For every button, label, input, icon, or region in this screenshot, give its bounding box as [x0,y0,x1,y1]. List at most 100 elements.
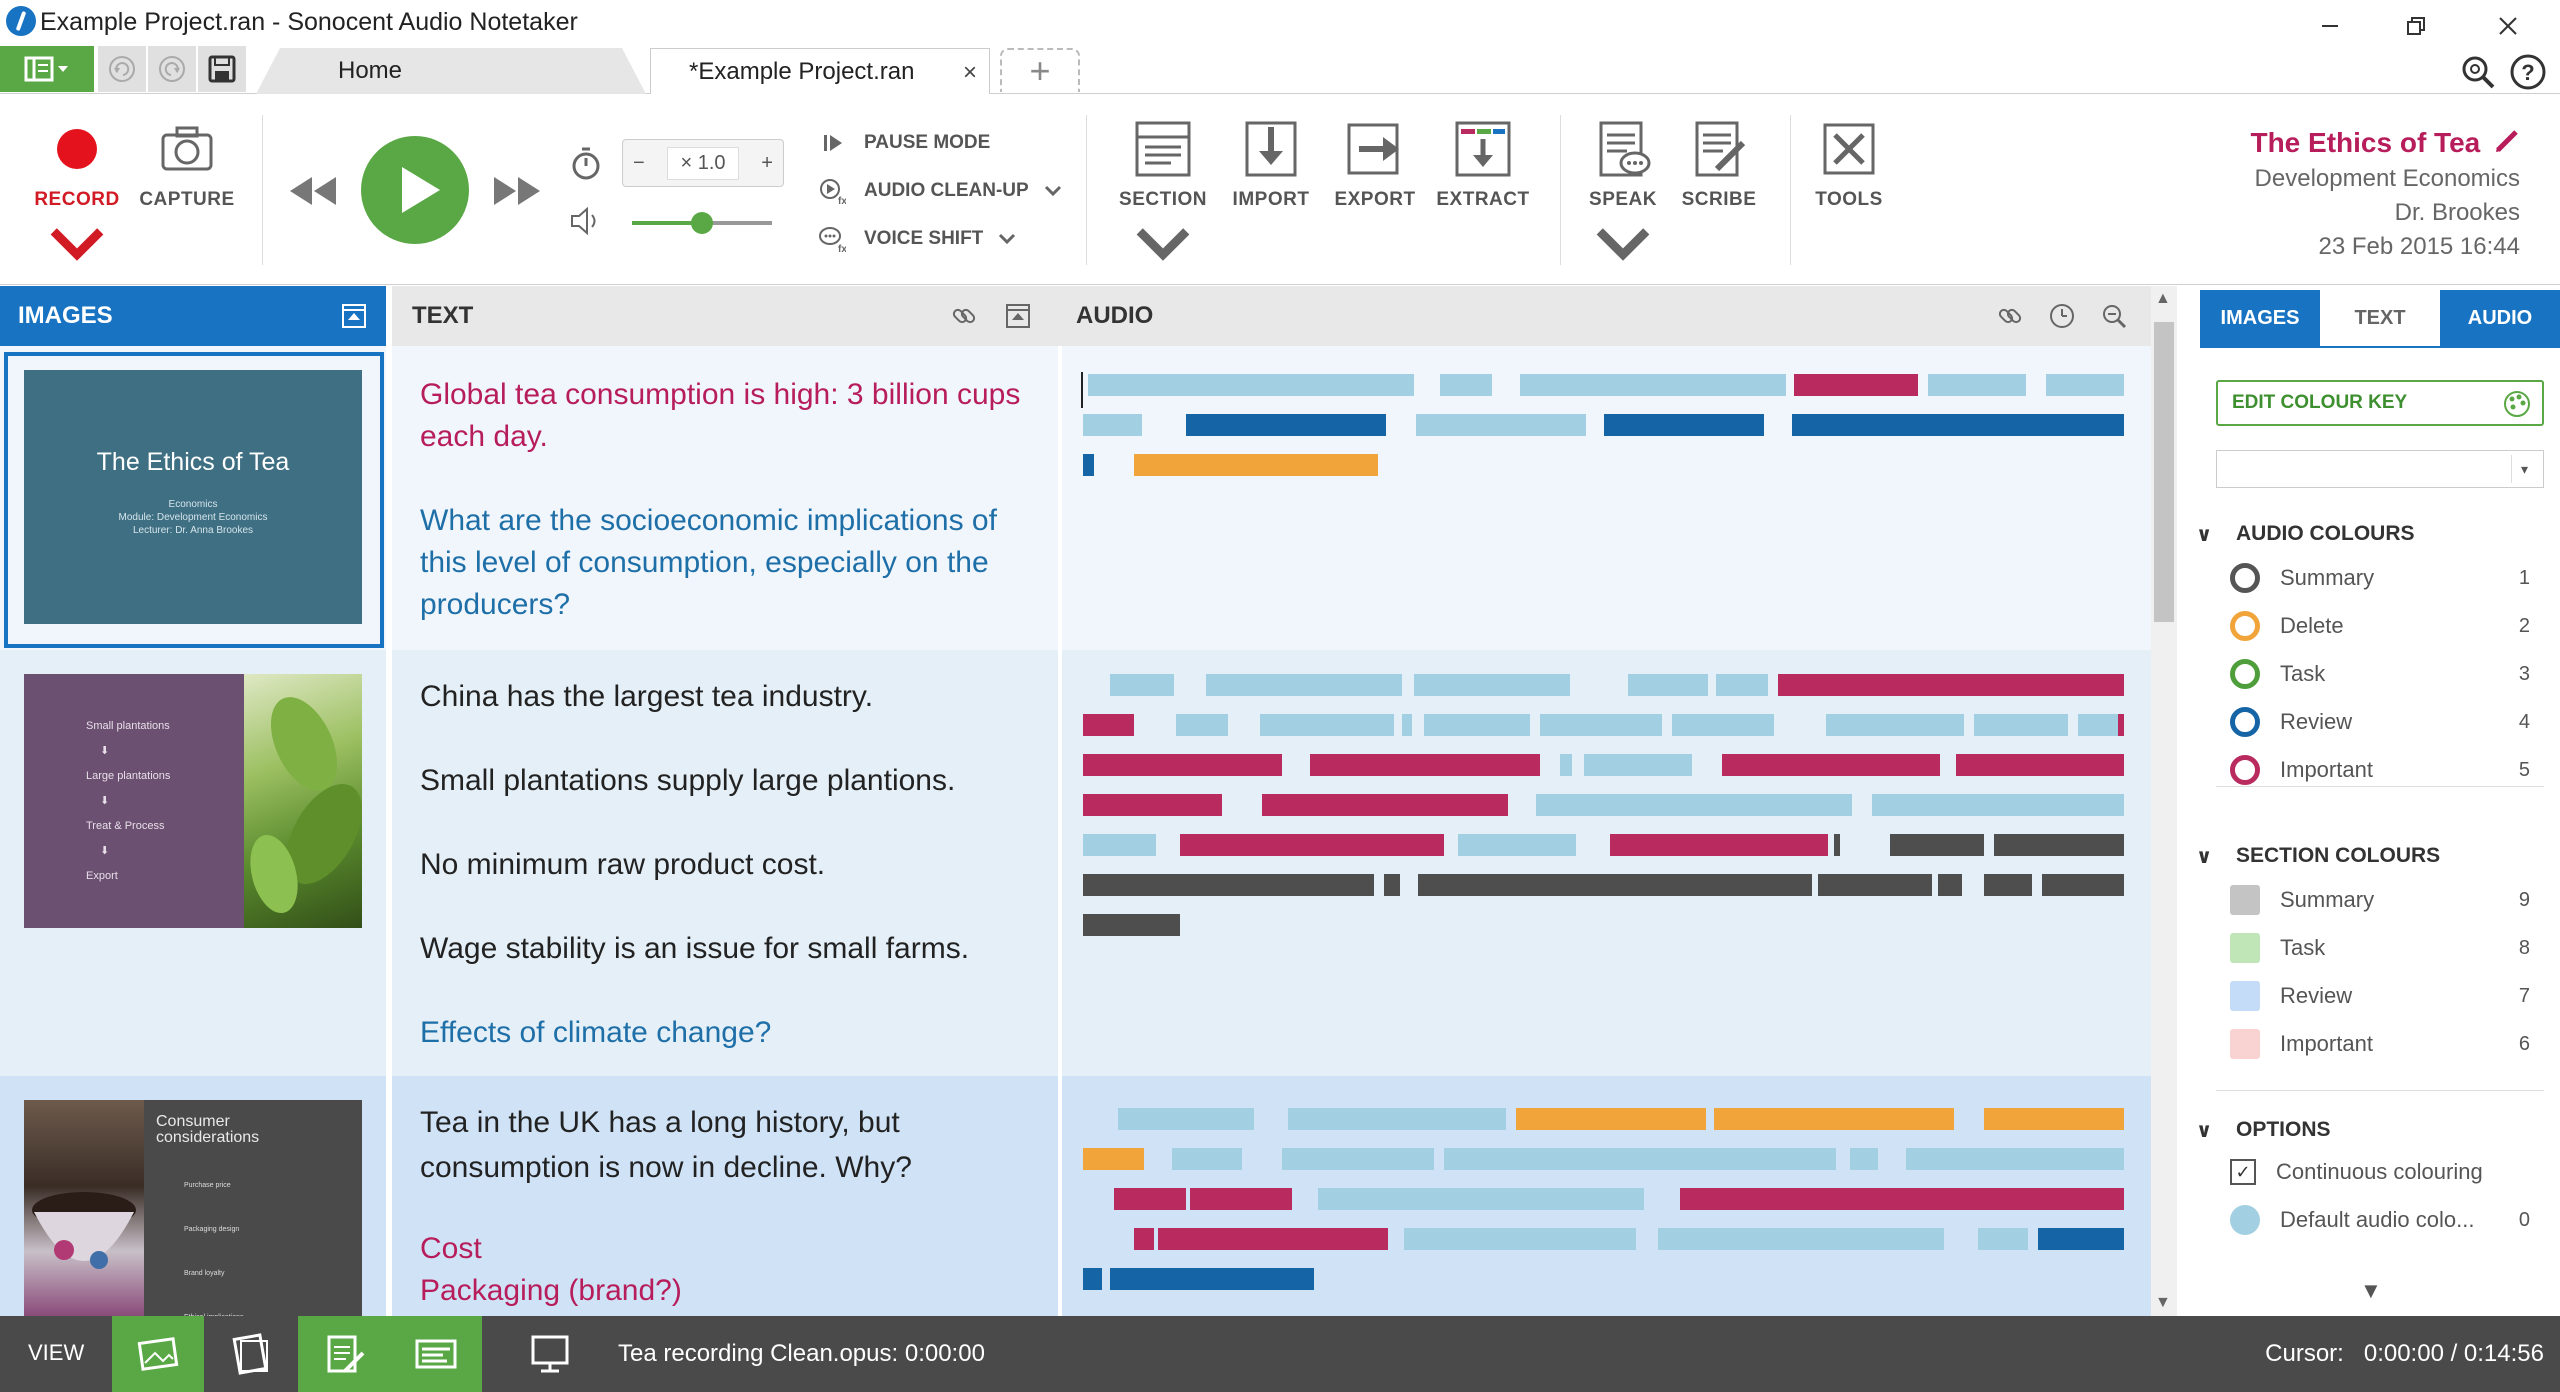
volume-slider-knob[interactable] [691,212,713,234]
speed-increase-button[interactable]: + [761,151,773,174]
clock-icon[interactable] [2048,302,2076,330]
pause-mode-option[interactable]: PAUSE MODE [818,129,990,157]
audio-chunk[interactable] [1994,834,2124,856]
section-colour-row[interactable]: Important 6 [2230,1024,2530,1064]
default-audio-colour-row[interactable]: Default audio colo... 0 [2230,1200,2530,1240]
audio-chunk[interactable] [1206,674,1402,696]
record-dropdown-icon[interactable] [45,211,109,275]
audio-chunk[interactable] [1974,714,2068,736]
audio-chunk[interactable] [1444,1148,1662,1170]
section-dropdown-icon[interactable] [1131,211,1195,275]
undo-button[interactable] [98,46,146,92]
audio-chunk[interactable] [1083,414,1142,436]
dropdown-arrow-icon[interactable]: ▾ [2511,455,2537,483]
audio-chunk[interactable] [1282,1148,1434,1170]
presentation-mode-button[interactable] [504,1316,596,1392]
tab-close-button[interactable]: × [962,59,977,86]
help-icon[interactable]: ? [2508,52,2548,92]
audio-chunk[interactable] [1083,794,1222,816]
audio-cleanup-option[interactable]: fx AUDIO CLEAN-UP [818,177,1063,205]
audio-chunk[interactable] [1906,1148,2124,1170]
audio-chunk[interactable] [1928,374,2026,396]
image-panel-icon[interactable] [1004,302,1032,330]
pane-divider[interactable] [386,346,392,1316]
text-section-2[interactable] [392,650,1058,1076]
audio-colour-row[interactable]: Summary 1 [2230,558,2530,598]
tab-audio[interactable]: AUDIO [2440,290,2560,346]
text-item[interactable]: No minimum raw product cost. [420,848,826,881]
fast-forward-icon[interactable] [490,173,544,209]
text-section-3[interactable] [392,1076,1058,1316]
audio-chunk[interactable] [1402,714,1412,736]
audio-chunk[interactable] [1418,874,1812,896]
checkbox-checked-icon[interactable]: ✓ [2230,1159,2256,1185]
text-item[interactable]: What are the socioeconomic implications … [420,504,997,621]
audio-chunk[interactable] [2118,714,2124,736]
audio-chunk[interactable] [1850,1148,1878,1170]
text-item[interactable]: Cost [420,1232,482,1265]
audio-chunk[interactable] [1083,714,1134,736]
audio-chunk[interactable] [1560,754,1572,776]
audio-chunk[interactable] [2046,374,2124,396]
scribe-button[interactable]: SCRIBE [1664,117,1774,211]
audio-chunk[interactable] [1610,834,1828,856]
edit-pencil-icon[interactable] [2494,128,2520,154]
audio-chunk[interactable] [1318,1188,1644,1210]
volume-slider[interactable] [632,212,772,234]
audio-chunk[interactable] [1110,674,1174,696]
audio-colour-row[interactable]: Review 4 [2230,702,2530,742]
audio-chunk[interactable] [1672,714,1774,736]
audio-chunk[interactable] [1540,714,1662,736]
chevron-down-icon[interactable]: ∨ [2196,1120,2213,1142]
audio-chunk[interactable] [1872,794,2124,816]
tools-button[interactable]: TOOLS [1794,117,1904,211]
audio-chunk[interactable] [1956,754,2124,776]
minimize-button[interactable] [2290,4,2370,48]
extract-button[interactable]: EXTRACT [1428,117,1538,211]
chevron-down-icon[interactable]: ∨ [2196,524,2213,546]
audio-chunk[interactable] [1088,374,1414,396]
section-colours-heading[interactable]: ∨ SECTION COLOURS [2196,844,2440,868]
text-item[interactable]: Packaging (brand?) [420,1274,682,1307]
audio-colour-row[interactable]: Important 5 [2230,750,2530,790]
text-section-1[interactable] [392,346,1058,650]
audio-chunk[interactable] [1458,834,1576,856]
audio-section-1[interactable] [1058,346,2151,650]
section-colour-row[interactable]: Task 8 [2230,928,2530,968]
text-item[interactable]: Effects of climate change? [420,1016,772,1049]
tab-images[interactable]: IMAGES [2200,290,2320,346]
panel-scroll-down-icon[interactable]: ▼ [2360,1278,2382,1303]
audio-chunk[interactable] [1384,874,1400,896]
link-icon[interactable] [950,302,978,330]
text-item[interactable]: Wage stability is an issue for small far… [420,932,970,965]
view-menu-button[interactable] [0,46,94,92]
link-icon[interactable] [1996,302,2024,330]
section-colour-row[interactable]: Review 7 [2230,976,2530,1016]
audio-chunk[interactable] [1628,674,1708,696]
audio-chunk[interactable] [1186,414,1386,436]
audio-chunk[interactable] [1934,414,2124,436]
audio-chunk[interactable] [1134,454,1378,476]
project-title[interactable]: The Ethics of Tea [2250,127,2520,159]
audio-chunk[interactable] [1190,1188,1292,1210]
audio-chunk[interactable] [1134,1228,1154,1250]
audio-chunk[interactable] [1520,374,1786,396]
record-button[interactable]: RECORD [22,117,132,275]
audio-chunk[interactable] [1716,674,1768,696]
speak-button[interactable]: SPEAK [1568,117,1678,275]
audio-chunk[interactable] [1424,714,1530,736]
audio-chunk[interactable] [1516,1108,1706,1130]
view-audio-button[interactable] [390,1316,482,1392]
section-button[interactable]: SECTION [1108,117,1218,275]
audio-chunk[interactable] [1083,914,1180,936]
redo-button[interactable] [148,46,196,92]
close-window-button[interactable] [2468,4,2548,48]
import-button[interactable]: IMPORT [1216,117,1326,211]
maximize-button[interactable] [2376,4,2456,48]
audio-colour-row[interactable]: Delete 2 [2230,606,2530,646]
audio-chunk[interactable] [1416,414,1586,436]
view-text-button[interactable] [298,1316,390,1392]
export-button[interactable]: EXPORT [1320,117,1430,211]
audio-chunk[interactable] [1826,714,1964,736]
audio-colour-row[interactable]: Task 3 [2230,654,2530,694]
